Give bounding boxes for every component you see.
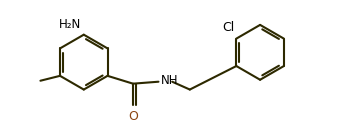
Text: Cl: Cl	[222, 21, 234, 34]
Text: NH: NH	[161, 74, 178, 87]
Text: H₂N: H₂N	[58, 18, 81, 31]
Text: O: O	[128, 110, 138, 123]
